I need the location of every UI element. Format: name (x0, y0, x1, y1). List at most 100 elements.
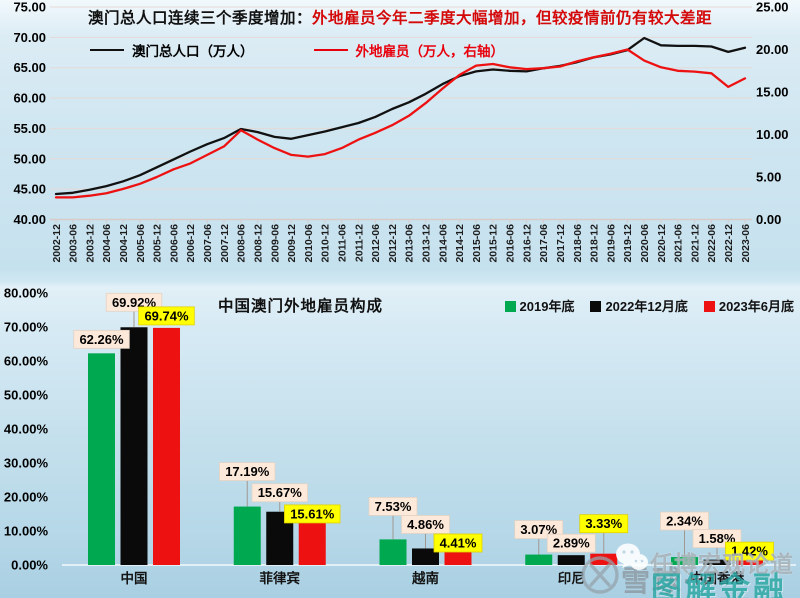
svg-text:2013-06: 2013-06 (404, 224, 416, 263)
svg-text:7.53%: 7.53% (375, 499, 412, 514)
svg-text:2011-12: 2011-12 (353, 224, 365, 262)
svg-text:2011-06: 2011-06 (336, 224, 348, 262)
svg-text:69.74%: 69.74% (144, 308, 189, 323)
svg-text:40.00: 40.00 (13, 212, 46, 227)
line-chart-title: 澳门总人口连续三个季度增加：外地雇员今年二季度大幅增加，但较疫情前仍有较大差距 (40, 6, 760, 28)
svg-text:2006-06: 2006-06 (168, 224, 180, 263)
bar-data-labels: 62.26% 69.92%69.74% 17.19% 15.67% 15.61% 7.53… (73, 292, 774, 561)
svg-text:70.00%: 70.00% (4, 320, 49, 335)
svg-text:2010-06: 2010-06 (303, 224, 315, 263)
svg-text:2020-06: 2020-06 (639, 224, 651, 263)
svg-text:2007-12: 2007-12 (219, 224, 231, 263)
svg-text:2008-12: 2008-12 (252, 224, 264, 263)
svg-text:45.00: 45.00 (13, 182, 46, 197)
svg-text:2017-06: 2017-06 (538, 224, 550, 263)
svg-text:0.00%: 0.00% (11, 558, 48, 573)
svg-text:2004-12: 2004-12 (118, 224, 130, 263)
svg-text:62.26%: 62.26% (79, 332, 124, 347)
svg-text:60.00: 60.00 (13, 91, 46, 106)
svg-text:60.00%: 60.00% (4, 354, 49, 369)
svg-text:4.41%: 4.41% (440, 536, 477, 551)
legend-swatch-icon (703, 301, 715, 312)
svg-text:中国香港: 中国香港 (690, 570, 744, 586)
x-axis-labels: 2002-12 2003-06 2003-12 2004-06 2004-12 2005-… (51, 224, 752, 263)
svg-text:2008-06: 2008-06 (236, 224, 248, 263)
bar-chart-legend: 2019年底 2022年12月底 2023年6月底 (504, 296, 794, 315)
bar-category-labels: 中国 菲律宾 越南 印尼 中国香港 (121, 570, 745, 586)
svg-text:50.00%: 50.00% (4, 388, 49, 403)
svg-text:15.61%: 15.61% (290, 506, 335, 521)
bar-legend-label: 2022年12月底 (605, 299, 688, 314)
svg-text:1.42%: 1.42% (731, 544, 768, 559)
svg-text:菲律宾: 菲律宾 (260, 570, 301, 586)
title-red-part: 外地雇员今年二季度大幅增加，但较疫情前仍有较大差距 (312, 10, 713, 27)
line-chart-legend: 澳门总人口（万人） 外地雇员（万人，右轴） (90, 40, 504, 60)
legend-label-population: 澳门总人口（万人） (132, 44, 254, 59)
svg-text:2014-06: 2014-06 (437, 224, 449, 263)
svg-text:2009-06: 2009-06 (269, 224, 281, 263)
svg-text:50.00: 50.00 (13, 151, 46, 166)
svg-text:2010-12: 2010-12 (320, 224, 332, 263)
svg-text:25.00: 25.00 (756, 0, 789, 15)
svg-text:5.00: 5.00 (756, 170, 781, 185)
svg-text:2002-12: 2002-12 (51, 224, 63, 263)
bar-y-axis-labels: 80.00% 70.00% 60.00% 50.00% 40.00% 30.00% 20.0… (4, 286, 49, 573)
svg-text:2023-06: 2023-06 (740, 224, 752, 263)
svg-text:10.00: 10.00 (756, 127, 789, 142)
svg-text:10.00%: 10.00% (4, 524, 49, 539)
svg-text:2004-06: 2004-06 (101, 224, 113, 263)
svg-text:3.33%: 3.33% (585, 516, 622, 531)
svg-text:2012-06: 2012-06 (370, 224, 382, 263)
svg-text:2022-12: 2022-12 (723, 224, 735, 263)
svg-text:2005-12: 2005-12 (152, 224, 164, 263)
svg-text:2.89%: 2.89% (553, 536, 590, 551)
svg-text:2009-12: 2009-12 (286, 224, 298, 263)
svg-text:2015-06: 2015-06 (471, 224, 483, 263)
bar-legend-item-0: 2019年底 (504, 296, 574, 315)
svg-text:4.86%: 4.86% (407, 517, 444, 532)
line-chart: 2002-12 2003-06 2003-12 2004-06 2004-12 2005-… (13, 0, 789, 263)
svg-text:80.00%: 80.00% (4, 286, 49, 301)
svg-text:17.19%: 17.19% (225, 464, 270, 479)
bar-chart-section: 80.00% 70.00% 60.00% 50.00% 40.00% 30.00% 20.0… (0, 272, 800, 598)
right-axis-labels: 25.00 20.00 15.00 10.00 5.00 0.00 (756, 0, 789, 227)
svg-text:中国: 中国 (121, 570, 148, 586)
workers-line-series (54, 48, 747, 199)
svg-text:2014-12: 2014-12 (454, 224, 466, 263)
bar-chart: 80.00% 70.00% 60.00% 50.00% 40.00% 30.00% 20.0… (4, 286, 796, 586)
svg-text:2005-06: 2005-06 (135, 224, 147, 263)
svg-text:70.00: 70.00 (13, 30, 46, 45)
svg-text:2013-12: 2013-12 (421, 224, 433, 263)
svg-text:20.00%: 20.00% (4, 490, 49, 505)
svg-text:15.00: 15.00 (756, 85, 789, 100)
svg-text:40.00%: 40.00% (4, 422, 49, 437)
workers-line-swatch (313, 49, 348, 51)
svg-text:2021-12: 2021-12 (689, 224, 701, 263)
svg-text:2007-06: 2007-06 (202, 224, 214, 263)
svg-text:30.00%: 30.00% (4, 456, 49, 471)
svg-text:2016-12: 2016-12 (521, 224, 533, 263)
svg-text:15.67%: 15.67% (258, 485, 303, 500)
svg-text:2.34%: 2.34% (666, 514, 703, 529)
population-line-series (54, 36, 747, 196)
legend-swatch-icon (590, 301, 602, 312)
svg-text:2017-12: 2017-12 (555, 224, 567, 263)
svg-text:2006-12: 2006-12 (185, 224, 197, 263)
bar-legend-item-1: 2022年12月底 (590, 296, 688, 315)
x-axis-ticks (55, 219, 746, 223)
svg-text:2003-06: 2003-06 (68, 224, 80, 263)
bar-legend-label: 2023年6月底 (718, 299, 794, 314)
svg-text:印尼: 印尼 (558, 570, 585, 586)
gridlines (50, 6, 752, 190)
svg-text:3.07%: 3.07% (520, 522, 557, 537)
svg-text:65.00: 65.00 (13, 60, 46, 75)
svg-text:2019-06: 2019-06 (605, 224, 617, 263)
bar-chart-title: 中国澳门外地雇员构成 (218, 298, 384, 315)
svg-text:2012-12: 2012-12 (387, 224, 399, 263)
svg-text:2018-12: 2018-12 (589, 224, 601, 263)
line-chart-section: 2002-12 2003-06 2003-12 2004-06 2004-12 2005-… (0, 0, 800, 272)
bar-legend-item-2: 2023年6月底 (703, 296, 794, 315)
svg-text:20.00: 20.00 (756, 42, 789, 57)
svg-text:2015-12: 2015-12 (488, 224, 500, 263)
